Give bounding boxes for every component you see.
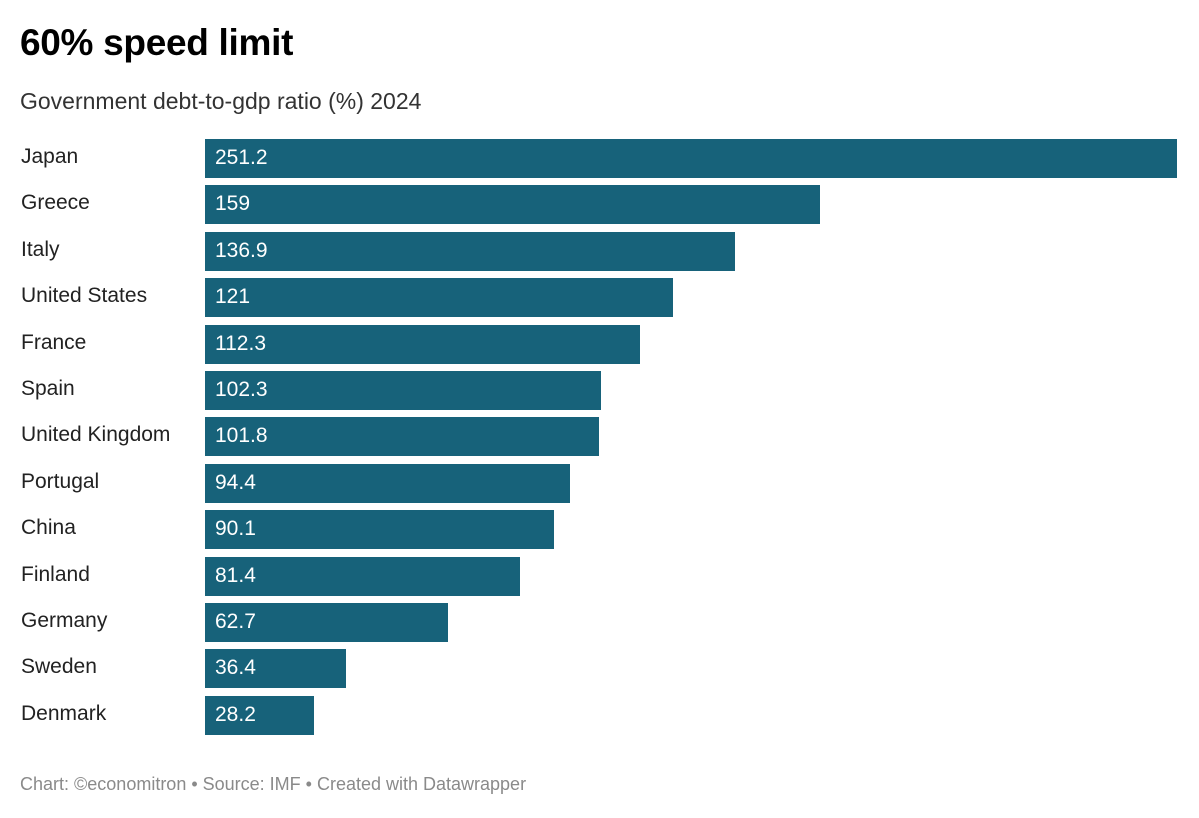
data-label: 101.8 [215,424,268,448]
bar: 101.8 [205,417,599,457]
data-label: 112.3 [215,331,266,355]
chart-footer: Chart: ©economitron • Source: IMF • Crea… [20,774,527,794]
data-label: 136.9 [215,238,268,262]
chart-title: 60% speed limit [20,22,294,63]
bar: 159 [205,185,821,225]
bar: 121 [205,278,674,318]
bar-row: Portugal 94.4 [0,463,1199,503]
category-label: Finland [21,562,90,586]
category-label: Greece [21,191,90,215]
bar-row: Denmark 28.2 [0,695,1199,735]
data-label: 251.2 [215,146,268,169]
bar-row: France 112.3 [0,324,1199,364]
chart-subtitle: Government debt-to-gdp ratio (%) 2024 [20,88,422,114]
category-label: United States [21,284,148,308]
bar-row: Japan 251.2 [0,139,1199,178]
bar: 102.3 [205,371,601,410]
category-label: Italy [21,237,60,261]
bar-row: United States 121 [0,278,1199,318]
bar-row: Italy 136.9 [0,231,1199,271]
category-label: Portugal [21,469,100,493]
data-label: 159 [215,192,251,216]
category-label: Denmark [21,701,107,725]
bar: 90.1 [205,510,554,550]
bar-row: United Kingdom 101.8 [0,417,1199,457]
bar-row: Finland 81.4 [0,556,1199,596]
bar: 112.3 [205,324,640,364]
category-label: France [21,330,87,354]
bar-row: Sweden 36.4 [0,649,1199,689]
data-label: 28.2 [215,702,256,726]
bar: 94.4 [205,463,571,503]
bar: 28.2 [205,695,315,735]
bar: 136.9 [205,231,735,271]
category-label: United Kingdom [21,423,171,447]
bar: 81.4 [205,556,520,596]
data-label: 36.4 [215,656,256,680]
bar-row: Germany 62.7 [0,603,1199,642]
bar: 36.4 [205,649,346,689]
data-label: 102.3 [215,378,268,401]
bar: 62.7 [205,603,448,642]
category-label: Germany [21,609,108,632]
category-label: Sweden [21,655,97,679]
bar-row: Greece 159 [0,185,1199,225]
data-label: 81.4 [215,563,256,587]
bar-row: Spain 102.3 [0,371,1199,410]
category-label: China [21,516,76,540]
data-label: 90.1 [215,517,256,541]
data-label: 94.4 [215,470,256,494]
data-label: 121 [215,285,251,309]
category-label: Japan [21,145,79,168]
bar-row: China 90.1 [0,510,1199,550]
data-label: 62.7 [215,610,256,633]
bar: 251.2 [205,139,1177,178]
category-label: Spain [21,377,75,400]
